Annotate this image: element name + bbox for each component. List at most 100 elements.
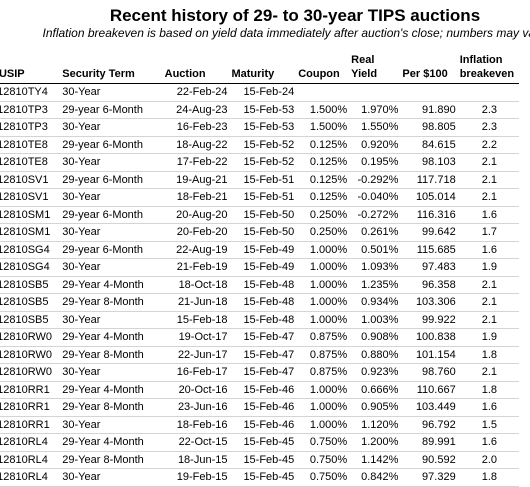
cell-price: 100.838 xyxy=(400,328,458,347)
cell-cusip: 912810SG4 xyxy=(0,258,61,277)
cell-real-yield xyxy=(349,83,401,102)
cell-maturity-date: 15-Feb-52 xyxy=(229,136,297,154)
table-row: 912810RW030-Year16-Feb-1715-Feb-470.875%… xyxy=(0,363,519,382)
cell-cusip: 912810TP3 xyxy=(0,118,61,137)
cell-real-yield: 0.880% xyxy=(349,346,401,364)
cell-cusip: 912810SB5 xyxy=(0,311,61,329)
cell-maturity-date: 15-Feb-47 xyxy=(229,346,297,364)
cell-security-term: 29-Year 4-Month xyxy=(60,328,163,347)
cell-auction-date: 16-Feb-23 xyxy=(162,118,230,137)
cell-security-term: 30-Year xyxy=(60,153,163,172)
cell-inflation-breakeven: 2.0 xyxy=(457,451,519,469)
table-row: 912810SG430-Year21-Feb-1915-Feb-491.000%… xyxy=(0,258,519,277)
cell-real-yield: 0.920% xyxy=(349,136,401,154)
cell-price: 99.642 xyxy=(400,223,458,242)
table-row: 912810TE829-year 6-Month18-Aug-2215-Feb-… xyxy=(0,136,519,154)
cell-real-yield: 0.261% xyxy=(349,223,401,242)
cell-real-yield: 0.666% xyxy=(349,381,401,399)
cell-auction-date: 18-Aug-22 xyxy=(162,136,230,154)
cell-security-term: 29-Year 8-Month xyxy=(60,451,163,469)
cell-cusip: 912810RW0 xyxy=(0,346,61,364)
table-row: 912810RL430-Year19-Feb-1515-Feb-450.750%… xyxy=(0,468,519,487)
table-row: 912810RL429-Year 4-Month22-Oct-1515-Feb-… xyxy=(0,433,519,452)
cell-price: 98.103 xyxy=(400,153,458,172)
cell-security-term: 29-Year 4-Month xyxy=(60,381,163,399)
cell-maturity-date: 15-Feb-47 xyxy=(229,328,297,347)
cell-auction-date: 21-Jun-18 xyxy=(162,293,230,312)
cell-coupon: 0.250% xyxy=(296,206,350,224)
cell-coupon xyxy=(296,83,350,102)
cell-cusip: 912810TP3 xyxy=(0,101,61,119)
table-row: 912810RR129-Year 4-Month20-Oct-1615-Feb-… xyxy=(0,381,519,399)
cell-coupon: 1.000% xyxy=(296,276,350,294)
table-row: 912810SG429-year 6-Month22-Aug-1915-Feb-… xyxy=(0,241,519,259)
cell-maturity-date: 15-Feb-45 xyxy=(229,468,297,487)
header-inflation-breakeven: Inflation breakeven xyxy=(457,43,519,84)
cell-auction-date: 17-Feb-22 xyxy=(162,153,230,172)
cell-security-term: 30-Year xyxy=(60,416,163,434)
cell-auction-date: 24-Aug-23 xyxy=(162,101,230,119)
cell-price: 97.329 xyxy=(400,468,458,487)
cell-real-yield: 1.970% xyxy=(349,101,401,119)
cell-price: 96.358 xyxy=(400,276,458,294)
cell-auction-date: 22-Oct-15 xyxy=(162,433,230,452)
cell-security-term: 30-Year xyxy=(60,223,163,242)
cell-security-term: 29-year 6-Month xyxy=(60,171,163,189)
cell-coupon: 1.000% xyxy=(296,258,350,277)
cell-auction-date: 19-Feb-15 xyxy=(162,468,230,487)
table-row: 912810SM129-year 6-Month20-Aug-2015-Feb-… xyxy=(0,206,519,224)
cell-inflation-breakeven: 1.5 xyxy=(457,416,519,434)
cell-inflation-breakeven: 2.1 xyxy=(457,363,519,382)
cell-security-term: 30-Year xyxy=(60,118,163,137)
cell-security-term: 29-Year 4-Month xyxy=(60,276,163,294)
cell-auction-date: 18-Oct-18 xyxy=(162,276,230,294)
cell-security-term: 29-year 6-Month xyxy=(60,206,163,224)
cell-real-yield: 0.501% xyxy=(349,241,401,259)
table-row: 912810SV129-year 6-Month19-Aug-2115-Feb-… xyxy=(0,171,519,189)
cell-real-yield: -0.292% xyxy=(349,171,401,189)
cell-security-term: 29-Year 8-Month xyxy=(60,398,163,417)
cell-price: 110.667 xyxy=(400,381,458,399)
cell-real-yield: 1.235% xyxy=(349,276,401,294)
cell-security-term: 30-Year xyxy=(60,258,163,277)
cell-inflation-breakeven: 1.6 xyxy=(457,433,519,452)
cell-auction-date: 22-Feb-24 xyxy=(162,83,230,102)
cell-real-yield: 0.842% xyxy=(349,468,401,487)
cell-security-term: 29-Year 8-Month xyxy=(60,346,163,364)
cell-inflation-breakeven: 2.1 xyxy=(457,171,519,189)
cell-inflation-breakeven: 2.3 xyxy=(457,118,519,137)
cell-price: 98.760 xyxy=(400,363,458,382)
cell-auction-date: 20-Oct-16 xyxy=(162,381,230,399)
cell-cusip: 912810RR1 xyxy=(0,416,61,434)
cell-coupon: 1.000% xyxy=(296,311,350,329)
table-row: 912810TP330-Year16-Feb-2315-Feb-531.500%… xyxy=(0,118,519,137)
header-coupon: Coupon xyxy=(296,43,350,84)
cell-cusip: 912810RW0 xyxy=(0,363,61,382)
table-row: 912810SB529-Year 8-Month21-Jun-1815-Feb-… xyxy=(0,293,519,312)
cell-inflation-breakeven: 2.2 xyxy=(457,136,519,154)
cell-maturity-date: 15-Feb-51 xyxy=(229,188,297,207)
cell-price: 91.890 xyxy=(400,101,458,119)
cell-coupon: 0.875% xyxy=(296,346,350,364)
cell-inflation-breakeven: 2.1 xyxy=(457,293,519,312)
cell-price: 103.449 xyxy=(400,398,458,417)
cell-coupon: 0.250% xyxy=(296,223,350,242)
cell-cusip: 912810TE8 xyxy=(0,136,61,154)
cell-coupon: 0.750% xyxy=(296,451,350,469)
cell-inflation-breakeven: 1.6 xyxy=(457,206,519,224)
cell-maturity-date: 15-Feb-24 xyxy=(229,83,297,102)
cell-inflation-breakeven: 1.8 xyxy=(457,468,519,487)
cell-security-term: 29-Year 8-Month xyxy=(60,293,163,312)
cell-cusip: 912810SV1 xyxy=(0,171,61,189)
cell-cusip: 912810RW0 xyxy=(0,328,61,347)
cell-coupon: 0.875% xyxy=(296,328,350,347)
cell-inflation-breakeven: 2.1 xyxy=(457,276,519,294)
cell-real-yield: 1.142% xyxy=(349,451,401,469)
cell-price xyxy=(400,83,458,102)
cell-auction-date: 22-Aug-19 xyxy=(162,241,230,259)
table-row: 912810SB529-Year 4-Month18-Oct-1815-Feb-… xyxy=(0,276,519,294)
cell-cusip: 912810RR1 xyxy=(0,381,61,399)
table-row: 912810SB530-Year15-Feb-1815-Feb-481.000%… xyxy=(0,311,519,329)
header-auction: Auction xyxy=(162,43,230,84)
cell-real-yield: 0.934% xyxy=(349,293,401,312)
